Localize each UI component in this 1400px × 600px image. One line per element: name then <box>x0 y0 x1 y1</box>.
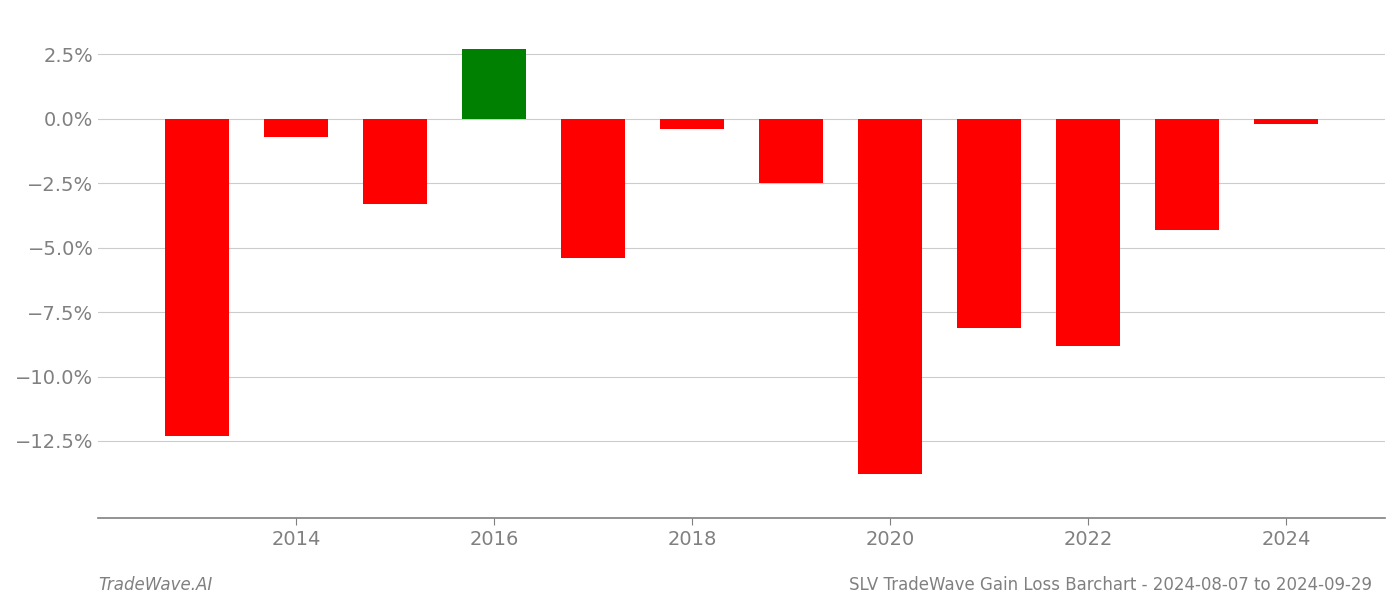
Bar <box>265 119 329 137</box>
Bar <box>1254 119 1319 124</box>
Bar <box>759 119 823 183</box>
Bar <box>462 49 526 119</box>
Bar <box>858 119 923 475</box>
Bar <box>561 119 626 258</box>
Bar <box>1155 119 1219 230</box>
Bar <box>659 119 724 129</box>
Text: TradeWave.AI: TradeWave.AI <box>98 576 213 594</box>
Text: SLV TradeWave Gain Loss Barchart - 2024-08-07 to 2024-09-29: SLV TradeWave Gain Loss Barchart - 2024-… <box>848 576 1372 594</box>
Bar <box>165 119 230 436</box>
Bar <box>958 119 1021 328</box>
Bar <box>1056 119 1120 346</box>
Bar <box>363 119 427 204</box>
